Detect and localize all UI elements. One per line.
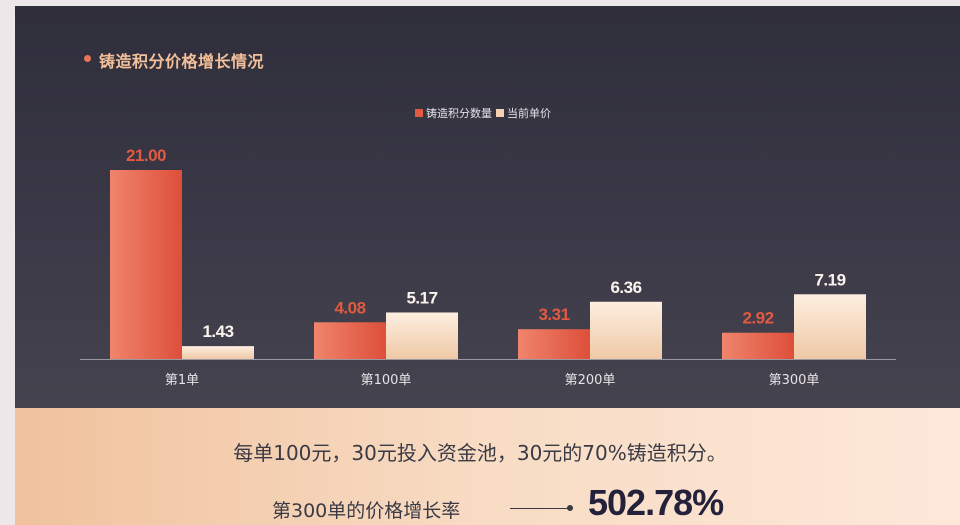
chart-title: 铸造积分价格增长情况 [99,52,265,71]
data-label-series2-1: 1.43 [202,322,233,341]
growth-connector-line [510,508,568,509]
x-tick-label-4: 第300单 [769,373,820,388]
data-label-series1-4: 2.92 [742,309,773,328]
legend-item-series1: 铸造积分数量 [415,105,492,121]
legend-swatch-series2 [496,109,504,117]
x-tick-label-2: 第100单 [361,373,412,388]
bar-series2-2 [386,312,458,359]
chart-legend: 铸造积分数量 当前单价 [415,105,555,121]
legend-item-series2: 当前单价 [496,105,551,121]
x-tick-label-3: 第200单 [565,373,616,388]
growth-connector-dot [567,505,573,511]
data-label-series2-4: 7.19 [814,270,845,289]
bar-series1-3 [518,329,590,359]
growth-value: 502.78% [588,482,724,523]
x-tick-label-1: 第1单 [165,373,199,388]
bar-series1-4 [722,332,794,359]
bar-series2-1 [182,346,254,359]
summary-band [15,408,960,525]
bar-series2-3 [590,301,662,359]
data-label-series1-2: 4.08 [334,298,365,317]
legend-swatch-series1 [415,109,423,117]
bar-series1-2 [314,322,386,359]
summary-sentence: 每单100元，30元投入资金池，30元的70%铸造积分。 [233,441,727,465]
bar-series1-1 [110,170,182,359]
data-label-series1-1: 21.00 [126,146,166,165]
title-dot [84,55,91,62]
growth-label: 第300单的价格增长率 [272,500,461,522]
data-label-series2-2: 5.17 [406,288,437,307]
data-label-series2-3: 6.36 [610,278,641,297]
data-label-series1-3: 3.31 [538,305,569,324]
legend-label-series1: 铸造积分数量 [426,107,492,120]
bar-series2-4 [794,294,866,359]
legend-label-series2: 当前单价 [507,107,551,120]
